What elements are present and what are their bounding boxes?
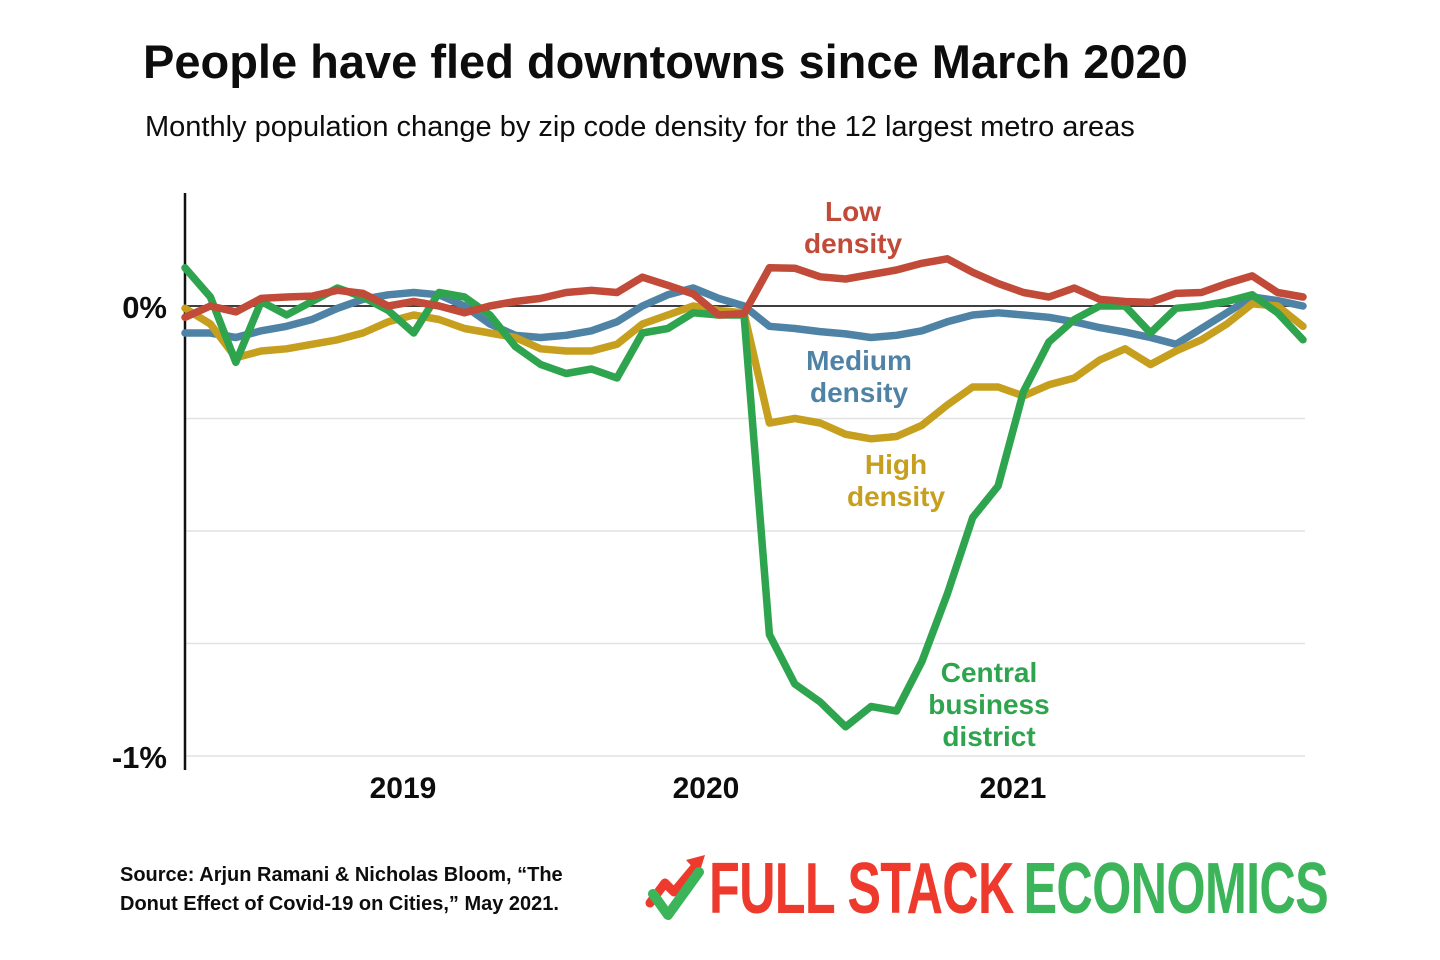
x-axis-label-2021: 2021: [979, 772, 1047, 805]
x-axis-label-2019: 2019: [369, 772, 437, 805]
label-central-business-district: Central business district: [928, 657, 1049, 753]
page-subtitle: Monthly population change by zip code de…: [145, 111, 1135, 143]
logo-arrow-check-icon: [645, 855, 705, 920]
page-title: People have fled downtowns since March 2…: [143, 35, 1188, 88]
label-cbd-line2: business: [928, 689, 1050, 720]
label-medium-density-line2: density: [809, 377, 909, 408]
label-high-density-line2: density: [846, 481, 946, 512]
label-cbd-line1: Central: [940, 657, 1038, 688]
label-low-density: Low density: [804, 196, 902, 260]
label-high-density-line1: High: [864, 449, 928, 480]
label-low-density-line1: Low: [825, 196, 881, 227]
y-axis-label-zero: 0%: [122, 290, 167, 325]
y-axis-label-minus-one: -1%: [111, 740, 167, 775]
logo-wordmark: FULL STACK ECONOMICS: [709, 848, 1329, 930]
label-medium-density: Medium density: [806, 345, 912, 409]
source-note: Source: Arjun Ramani & Nicholas Bloom, “…: [120, 861, 563, 919]
label-medium-density-line1: Medium: [806, 345, 912, 376]
label-low-density-line2: density: [803, 228, 903, 259]
source-line1: Source: Arjun Ramani & Nicholas Bloom, “…: [120, 864, 563, 886]
logo-word-full-stack: FULL STACK: [709, 849, 1014, 929]
full-stack-economics-logo: FULL STACK ECONOMICS: [645, 849, 1440, 929]
label-cbd-line3: district: [942, 721, 1036, 752]
x-axis-label-2020: 2020: [672, 772, 740, 805]
logo-word-economics: ECONOMICS: [1023, 849, 1329, 929]
label-high-density: High density: [847, 449, 945, 513]
source-line2: Donut Effect of Covid-19 on Cities,” May…: [120, 893, 559, 915]
